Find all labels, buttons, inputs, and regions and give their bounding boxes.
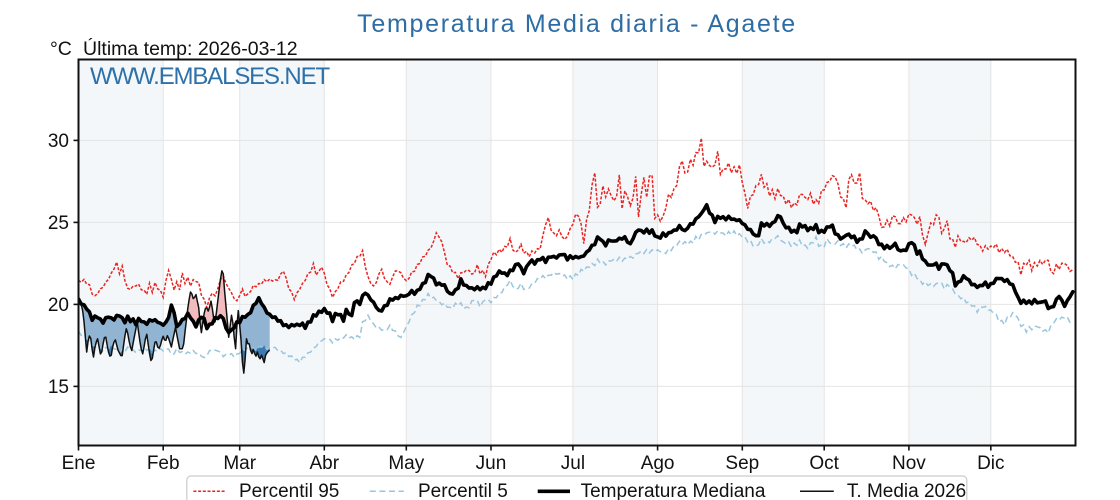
svg-text:30: 30 bbox=[48, 131, 69, 152]
svg-text:Percentil 5: Percentil 5 bbox=[418, 481, 508, 500]
svg-text:Percentil 95: Percentil 95 bbox=[239, 481, 339, 500]
svg-text:Temperatura Mediana: Temperatura Mediana bbox=[581, 481, 766, 500]
svg-text:°C: °C bbox=[50, 38, 72, 60]
svg-text:Ago: Ago bbox=[641, 453, 675, 474]
svg-text:Oct: Oct bbox=[809, 453, 839, 474]
svg-text:Dic: Dic bbox=[977, 453, 1004, 474]
svg-text:T. Media 2026: T. Media 2026 bbox=[847, 481, 966, 500]
svg-text:WWW.EMBALSES.NET: WWW.EMBALSES.NET bbox=[90, 63, 330, 90]
svg-text:Sep: Sep bbox=[725, 453, 759, 474]
svg-text:Ene: Ene bbox=[62, 453, 96, 474]
svg-text:Mar: Mar bbox=[223, 453, 256, 474]
svg-text:Jun: Jun bbox=[476, 453, 507, 474]
svg-text:25: 25 bbox=[48, 213, 69, 234]
svg-text:Nov: Nov bbox=[892, 453, 926, 474]
svg-text:May: May bbox=[388, 453, 424, 474]
svg-text:20: 20 bbox=[48, 295, 69, 316]
svg-text:Abr: Abr bbox=[310, 453, 340, 474]
svg-text:Feb: Feb bbox=[147, 453, 180, 474]
svg-text:Temperatura Media diaria - Aga: Temperatura Media diaria - Agaete bbox=[357, 10, 797, 38]
svg-text:15: 15 bbox=[48, 377, 69, 398]
svg-text:Última temp: 2026-03-12: Última temp: 2026-03-12 bbox=[83, 37, 298, 60]
svg-text:Jul: Jul bbox=[561, 453, 585, 474]
